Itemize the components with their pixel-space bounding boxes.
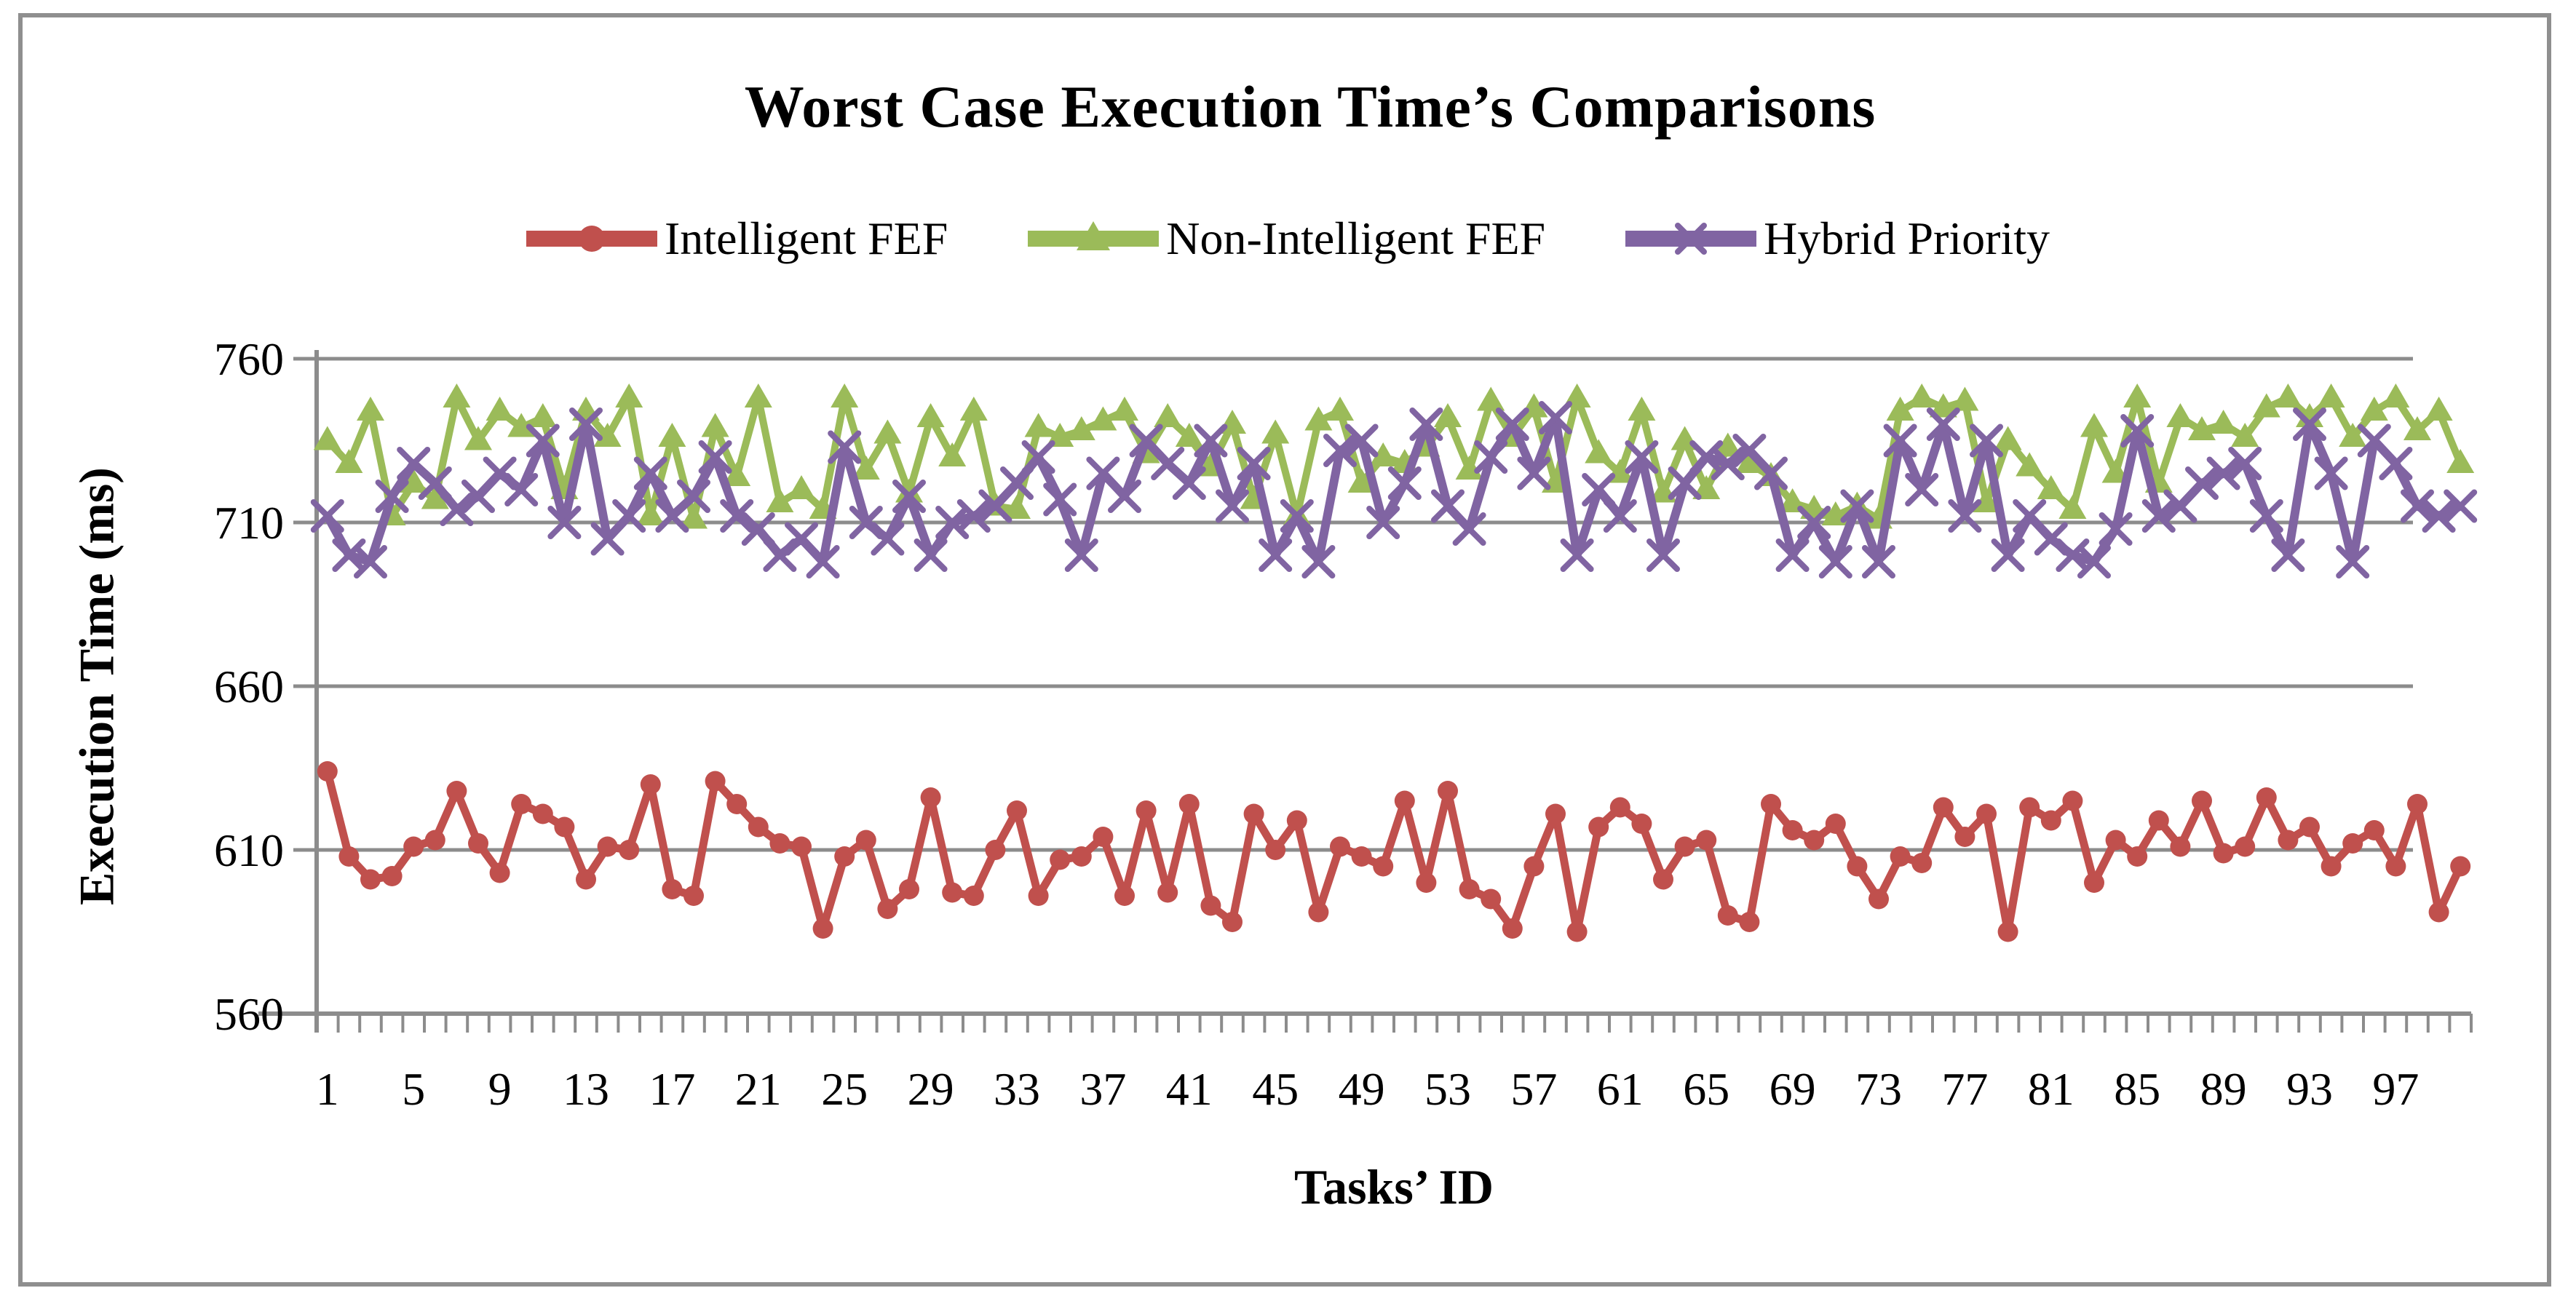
svg-text:89: 89 [2200,1063,2247,1115]
series-intelligent-fef [317,761,2471,942]
legend-item-intelligent-fef: Intelligent FEF [526,210,948,268]
line-circle-marker-icon [526,226,657,252]
svg-text:85: 85 [2114,1063,2160,1115]
svg-text:53: 53 [1424,1063,1471,1115]
svg-text:29: 29 [908,1063,954,1115]
legend-label: Non-Intelligent FEF [1166,212,1546,264]
x-axis-title: Tasks’ ID [1293,1159,1494,1214]
svg-text:49: 49 [1339,1063,1385,1115]
legend-item-non-intelligent-fef: Non-Intelligent FEF [1028,210,1545,268]
svg-text:45: 45 [1252,1063,1299,1115]
svg-text:1: 1 [316,1063,339,1115]
series-hybrid-priority [310,401,2478,579]
line-x-marker-icon [1625,223,1757,255]
svg-text:560: 560 [214,988,284,1040]
svg-text:25: 25 [821,1063,868,1115]
svg-text:69: 69 [1769,1063,1816,1115]
svg-text:73: 73 [1855,1063,1902,1115]
svg-text:81: 81 [2028,1063,2074,1115]
svg-text:21: 21 [735,1063,782,1115]
y-axis-title: Execution Time (ms) [68,467,124,905]
svg-text:97: 97 [2372,1063,2419,1115]
y-tick-labels: 760 710 660 610 560 [214,333,284,1040]
svg-text:37: 37 [1079,1063,1126,1115]
chart-border [18,13,2551,1287]
legend-label: Intelligent FEF [664,212,948,264]
legend-label: Hybrid Priority [1764,212,2050,264]
svg-text:9: 9 [488,1063,512,1115]
x-tick-labels: 1 5 9 13 17 21 25 29 33 37 41 45 49 53 57 61 65 69 73 77 81 8… [316,1063,2420,1115]
svg-text:13: 13 [563,1063,609,1115]
svg-text:41: 41 [1166,1063,1213,1115]
svg-text:77: 77 [1941,1063,1988,1115]
svg-text:57: 57 [1510,1063,1557,1115]
svg-text:760: 760 [214,333,284,385]
svg-text:65: 65 [1683,1063,1729,1115]
svg-text:33: 33 [994,1063,1040,1115]
axes [258,350,2473,1033]
svg-text:17: 17 [649,1063,695,1115]
svg-text:710: 710 [214,497,284,549]
svg-text:61: 61 [1597,1063,1644,1115]
line-triangle-marker-icon [1028,221,1160,250]
svg-text:93: 93 [2286,1063,2333,1115]
svg-text:5: 5 [402,1063,425,1115]
svg-text:660: 660 [214,661,284,712]
svg-text:610: 610 [214,824,284,876]
legend-item-hybrid-priority: Hybrid Priority [1625,210,2050,268]
chart-title: Worst Case Execution Time’s Comparisons [744,73,1876,140]
legend: Intelligent FEF Non-Intelligent FEF Hybr… [0,210,2576,268]
